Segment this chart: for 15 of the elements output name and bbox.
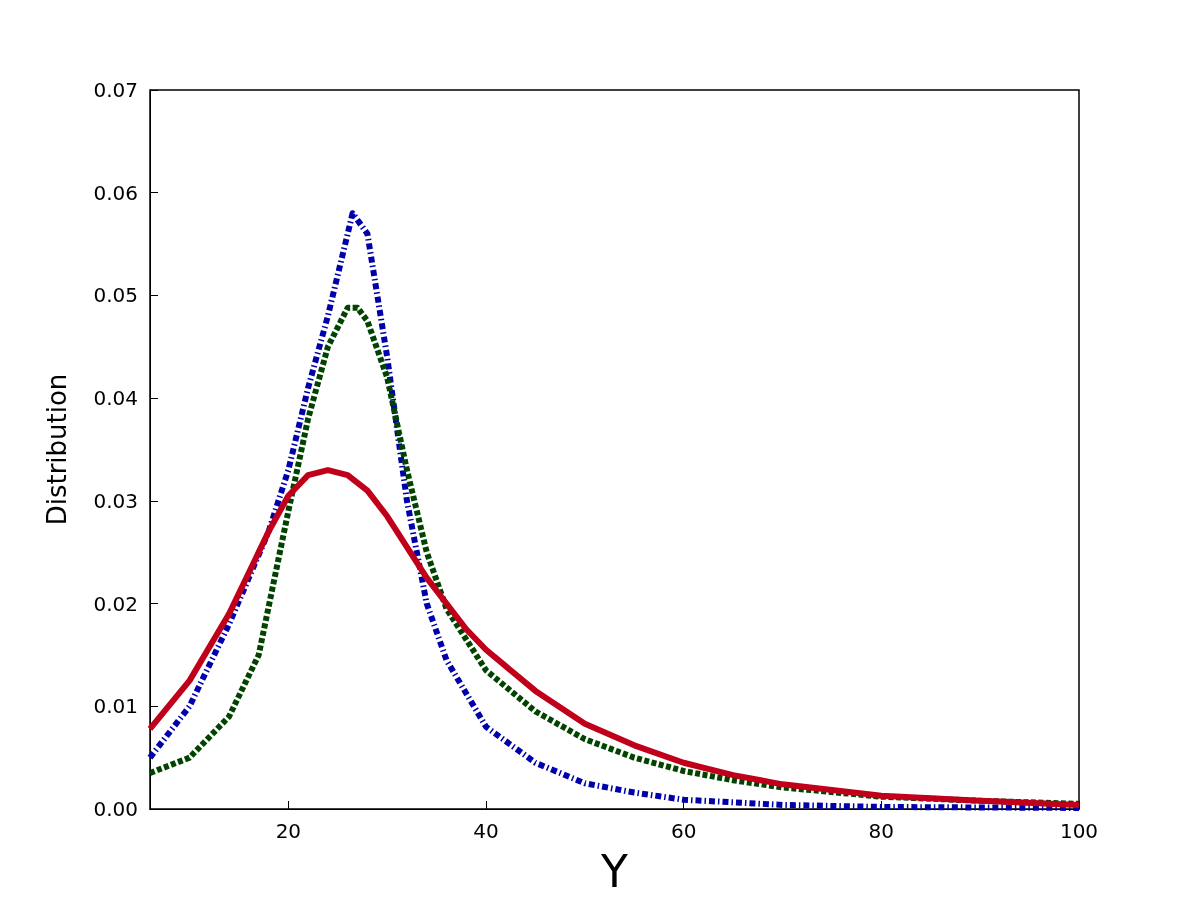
x-axis-title: Y: [600, 845, 629, 897]
y-tick-label: 0.03: [93, 488, 138, 513]
x-tick-label: 60: [670, 819, 697, 843]
y-tick-label: 0.06: [93, 180, 138, 205]
x-tick-label: 20: [275, 819, 302, 843]
x-tick-label: 40: [473, 819, 499, 843]
y-tick-label: 0.05: [93, 283, 138, 308]
y-tick-label: 0.04: [93, 386, 138, 411]
y-tick-label: 0.07: [93, 78, 138, 102]
y-tick-label: 0.00: [93, 797, 138, 821]
x-tick-label: 80: [868, 819, 895, 843]
y-tick-label: 0.01: [93, 694, 138, 719]
y-axis-title: Distribution: [42, 373, 72, 526]
x-tick-label: 100: [1059, 819, 1099, 843]
y-tick-label: 0.02: [93, 591, 138, 616]
